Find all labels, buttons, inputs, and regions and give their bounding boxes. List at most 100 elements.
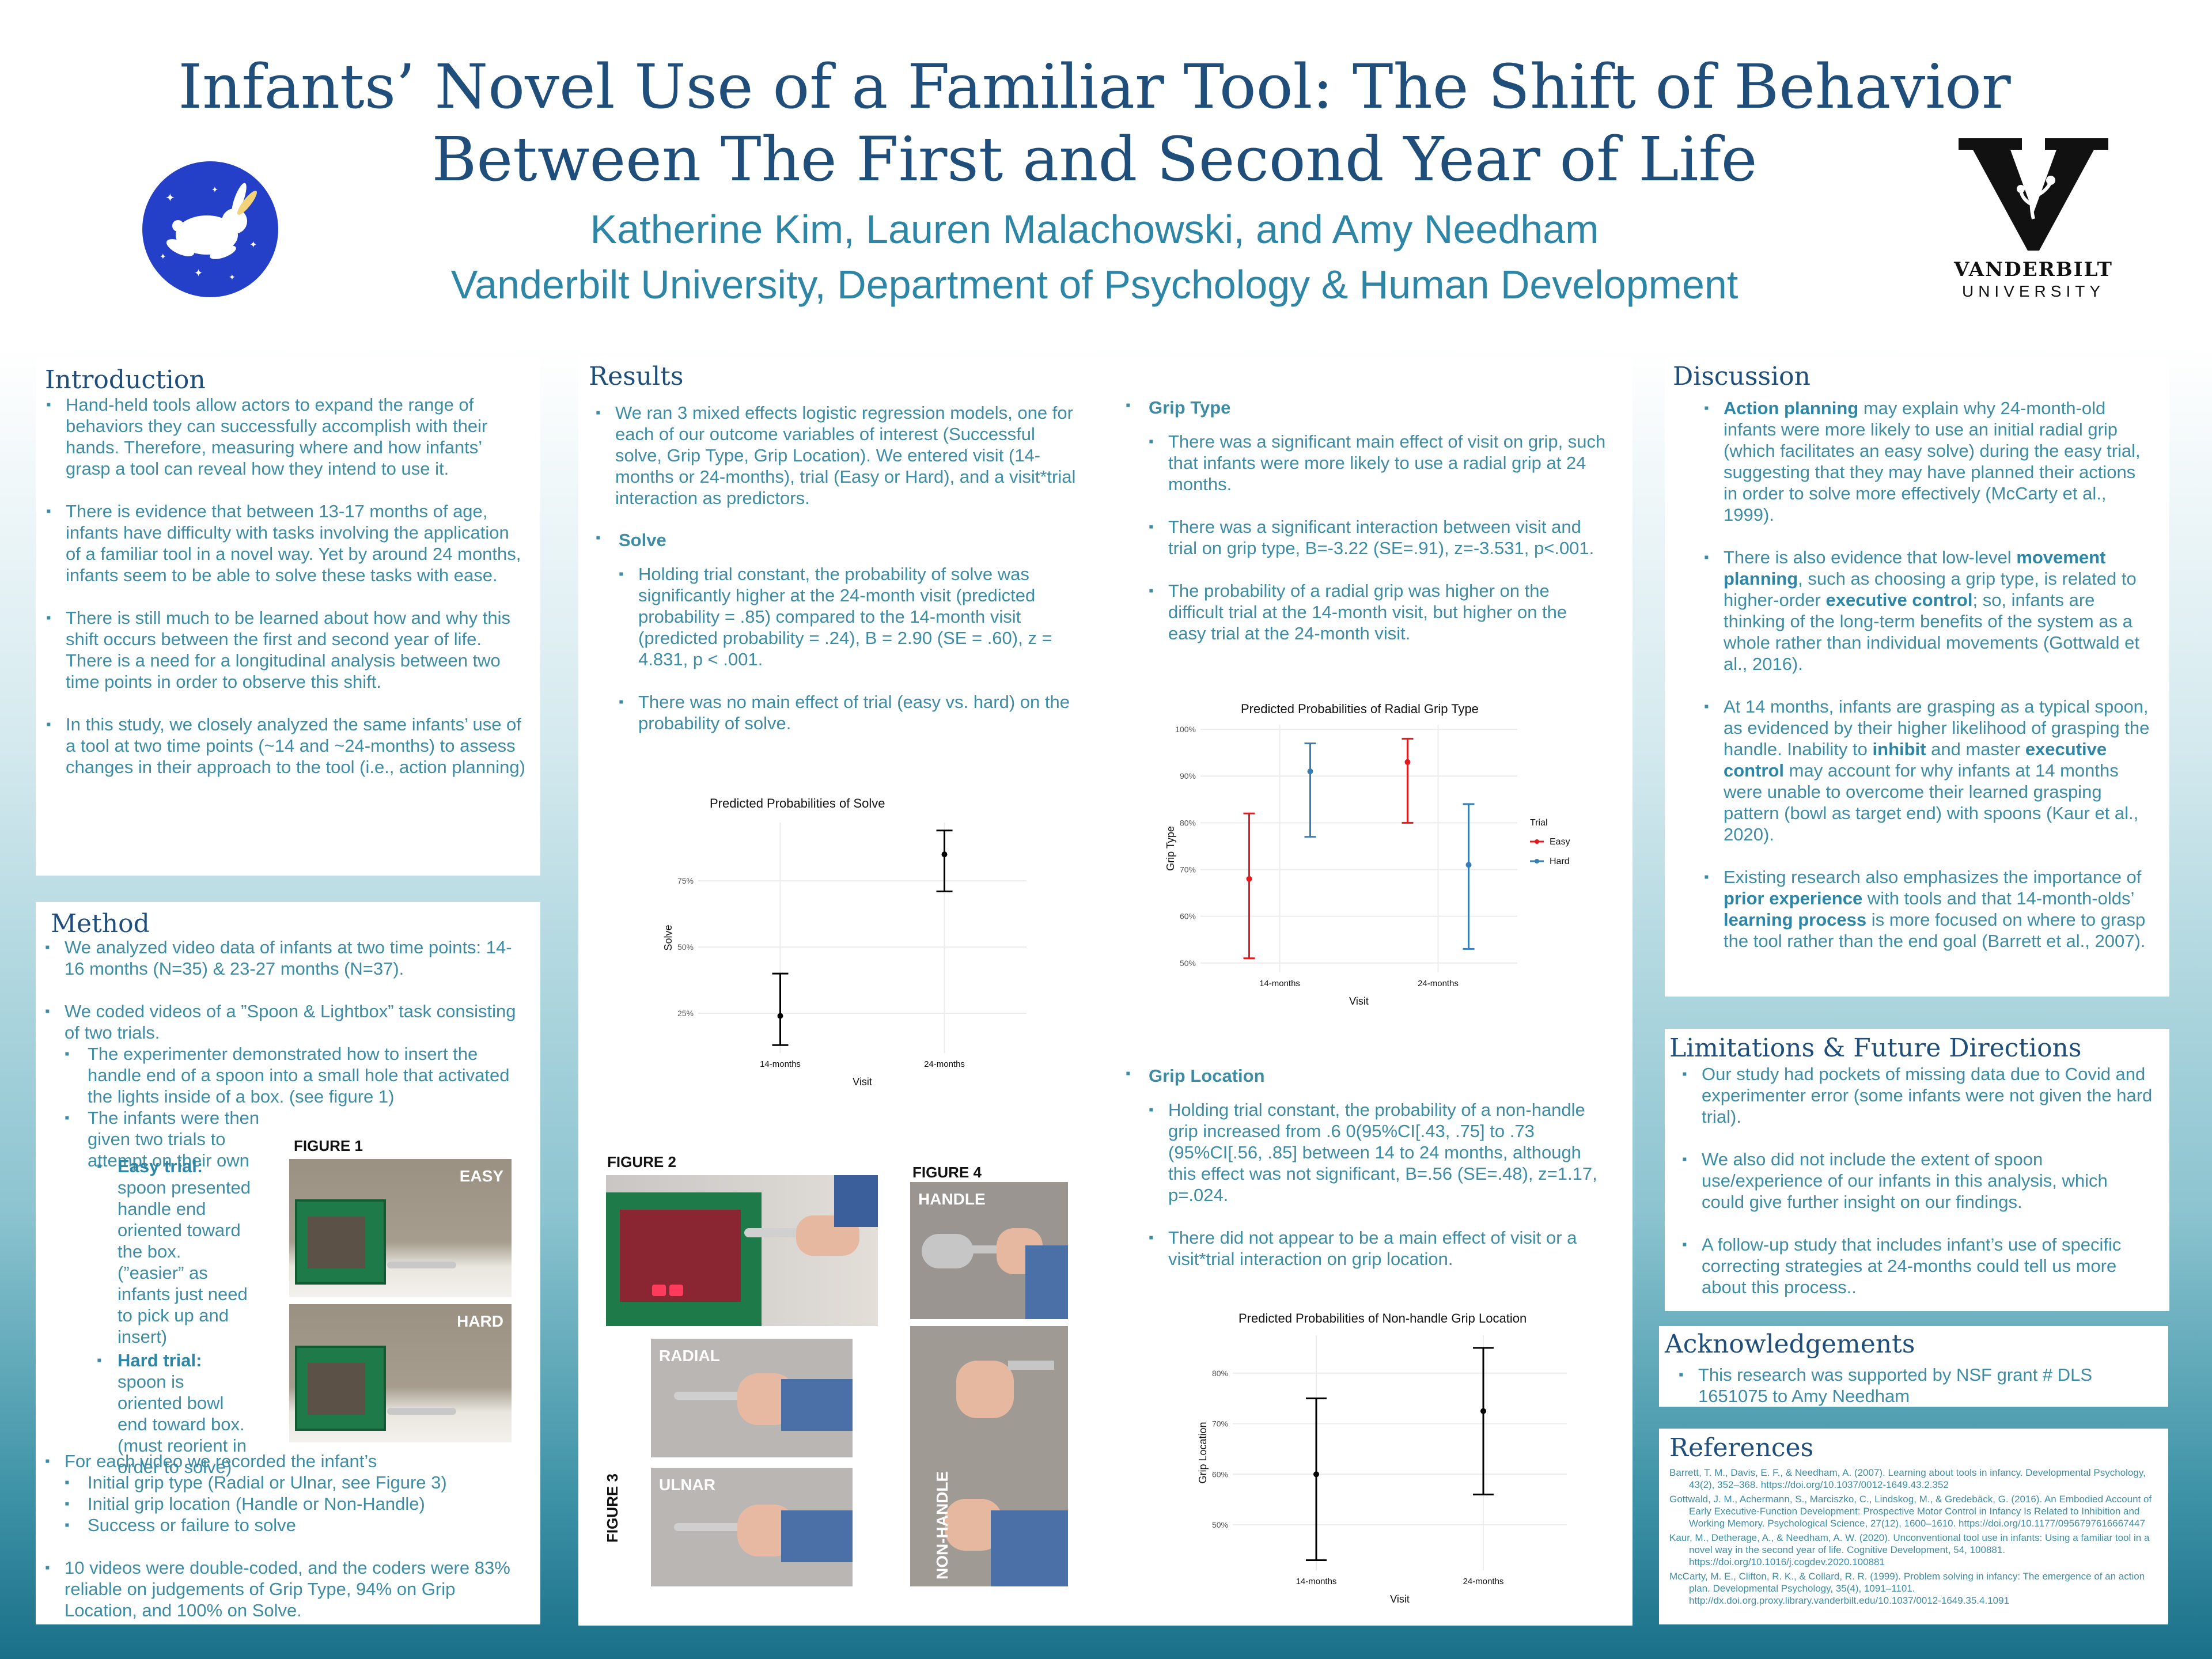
data-point — [1246, 876, 1252, 882]
vanderbilt-logo-icon — [1953, 132, 2114, 305]
results-intro-list: We ran 3 mixed effects logistic regressi… — [596, 402, 1080, 509]
y-tick-label: 75% — [677, 876, 694, 885]
grip-location-heading: Grip Location — [1126, 1066, 1609, 1086]
figure-3-label: FIGURE 3 — [604, 1474, 621, 1543]
non-handle-tag: NON-HANDLE — [933, 1471, 951, 1580]
limitations-title: Limitations & Future Directions — [1669, 1033, 2082, 1063]
data-point — [1313, 1471, 1319, 1478]
vanderbilt-subtitle: UNIVERSITY — [1961, 282, 2105, 300]
discussion-panel: Discussion Action planning may explain w… — [1665, 356, 2169, 997]
figure-2-label: FIGURE 2 — [607, 1153, 676, 1171]
discussion-text: may account for why infants at 14 months… — [1724, 760, 2139, 844]
method-recorded-list: Initial grip type (Radial or Ulnar, see … — [65, 1472, 529, 1536]
grip-type-item: There was a significant interaction betw… — [1149, 516, 1609, 559]
method-item: We analyzed video data of infants at two… — [45, 937, 529, 979]
introduction-item: There is evidence that between 13-17 mon… — [46, 501, 527, 586]
results-right-column: Grip Type There was a significant main e… — [1126, 397, 1609, 665]
grip-location-item: Holding trial constant, the probability … — [1149, 1099, 1609, 1206]
grip-location-chart: Predicted Probabilities of Non-handle Gr… — [1181, 1301, 1584, 1623]
discussion-text: At 14 months, infants are grasping as a … — [1724, 696, 2150, 759]
x-tick-label: 24-months — [924, 1059, 965, 1069]
discussion-text: Existing research also emphasizes the im… — [1724, 867, 2142, 887]
legend-swatch-dot — [1535, 859, 1539, 863]
legend-swatch-dot — [1535, 839, 1539, 844]
solve-heading: Solve — [596, 530, 1080, 551]
introduction-item: Hand-held tools allow actors to expand t… — [46, 394, 527, 479]
limitation-item: We also did not include the extent of sp… — [1682, 1149, 2154, 1213]
solve-item: There was no main effect of trial (easy … — [619, 691, 1080, 734]
vanderbilt-wordmark: VANDERBILT — [1954, 258, 2113, 281]
affiliation: Vanderbilt University, Department of Psy… — [450, 262, 1738, 307]
non-handle-grip-photo: NON-HANDLE — [910, 1326, 1068, 1586]
ulnar-tag: ULNAR — [659, 1476, 715, 1494]
grip-type-list: There was a significant main effect of v… — [1149, 431, 1609, 644]
x-tick-label: 14-months — [760, 1059, 801, 1069]
y-tick-label: 80% — [1212, 1369, 1228, 1378]
limitation-item: A follow-up study that includes infant’s… — [1682, 1234, 2154, 1298]
y-axis-label: Solve — [662, 925, 674, 950]
discussion-keyword: inhibit — [1872, 739, 1926, 759]
recorded-item: Success or failure to solve — [65, 1514, 529, 1536]
figure-2-photo — [606, 1175, 878, 1326]
acknowledgement-item: This research was supported by NSF grant… — [1679, 1364, 2151, 1407]
x-axis-label: Visit — [1349, 995, 1369, 1007]
acknowledgements-list: This research was supported by NSF grant… — [1679, 1364, 2151, 1407]
easy-trial-photo: EASY — [289, 1159, 512, 1297]
discussion-text: may explain why 24-month-old infants wer… — [1724, 398, 2141, 525]
y-tick-label: 90% — [1180, 771, 1196, 781]
hard-tag: HARD — [457, 1312, 503, 1330]
title-line-1: Infants’ Novel Use of a Familiar Tool: T… — [178, 51, 2011, 122]
svg-text:✦: ✦ — [249, 240, 257, 250]
handle-tag: HANDLE — [918, 1190, 986, 1208]
y-axis-label: Grip Location — [1197, 1422, 1209, 1483]
method-list: We analyzed video data of infants at two… — [45, 937, 529, 1171]
introduction-panel: Introduction Hand-held tools allow actor… — [36, 357, 540, 876]
discussion-keyword: executive control — [1825, 590, 1973, 610]
data-point — [1480, 1408, 1486, 1414]
lab-logo: ✦ ✦ ✦ ✦ ✦ ✦ — [111, 149, 312, 310]
discussion-item: At 14 months, infants are grasping as a … — [1704, 696, 2153, 845]
references-panel: References Barrett, T. M., Davis, E. F.,… — [1659, 1429, 2168, 1624]
results-left-column: We ran 3 mixed effects logistic regressi… — [596, 402, 1080, 755]
x-axis-label: Visit — [1390, 1593, 1410, 1605]
limitation-item: Our study had pockets of missing data du… — [1682, 1063, 2154, 1127]
solve-item: Holding trial constant, the probability … — [619, 563, 1080, 670]
discussion-text: , such as choosing a grip type, is relat… — [1724, 569, 2137, 610]
recorded-item: Initial grip location (Handle or Non-Han… — [65, 1493, 529, 1514]
data-point — [1307, 768, 1313, 775]
data-point — [1404, 759, 1411, 765]
discussion-keyword: prior experience — [1724, 888, 1863, 908]
solve-list: Holding trial constant, the probability … — [619, 563, 1080, 734]
data-point — [1465, 862, 1472, 868]
reference-item: Kaur, M., Detherage, A., & Needham, A. W… — [1669, 1532, 2150, 1567]
easy-trial-text: spoon presented handle end oriented towa… — [118, 1177, 251, 1347]
method-item: For each video we recorded the infant’s … — [45, 1450, 529, 1536]
ulnar-grip-photo: ULNAR — [651, 1468, 853, 1586]
discussion-text: There is also evidence that low-level — [1724, 547, 2017, 567]
y-tick-label: 50% — [1180, 959, 1196, 968]
x-tick-label: 14-months — [1296, 1577, 1337, 1586]
easy-trial-description: ▪ Easy trial: spoon presented handle end… — [97, 1156, 251, 1347]
grip-type-heading: Grip Type — [1126, 397, 1609, 418]
easy-trial-label: Easy trial: — [118, 1156, 203, 1176]
y-tick-label: 60% — [1180, 912, 1196, 921]
reference-item: Gottwald, J. M., Achermann, S., Marciszk… — [1669, 1494, 2152, 1529]
method-item: We coded videos of a ”Spoon & Lightbox” … — [45, 1001, 529, 1171]
grip-type-chart: Predicted Probabilities of Radial Grip T… — [1160, 696, 1604, 1018]
y-tick-label: 50% — [1212, 1520, 1228, 1529]
introduction-title: Introduction — [45, 365, 206, 395]
results-intro: We ran 3 mixed effects logistic regressi… — [596, 402, 1080, 509]
reference-item: Barrett, T. M., Davis, E. F., & Needham,… — [1669, 1467, 2146, 1490]
chart-title: Predicted Probabilities of Non-handle Gr… — [1238, 1311, 1527, 1325]
svg-text:✦: ✦ — [229, 272, 236, 282]
y-tick-label: 50% — [677, 942, 694, 952]
y-tick-label: 70% — [1180, 865, 1196, 874]
figure-4-label: FIGURE 4 — [912, 1164, 982, 1181]
introduction-item: In this study, we closely analyzed the s… — [46, 714, 527, 778]
y-tick-label: 80% — [1180, 818, 1196, 827]
figure-1-label: FIGURE 1 — [294, 1137, 363, 1154]
method-item-text: We coded videos of a ”Spoon & Lightbox” … — [65, 1001, 516, 1043]
method-list-2: For each video we recorded the infant’s … — [45, 1450, 529, 1621]
poster-title: Infants’ Novel Use of a Familiar Tool: T… — [173, 51, 2016, 196]
acknowledgements-panel: Acknowledgements This research was suppo… — [1659, 1326, 2168, 1407]
